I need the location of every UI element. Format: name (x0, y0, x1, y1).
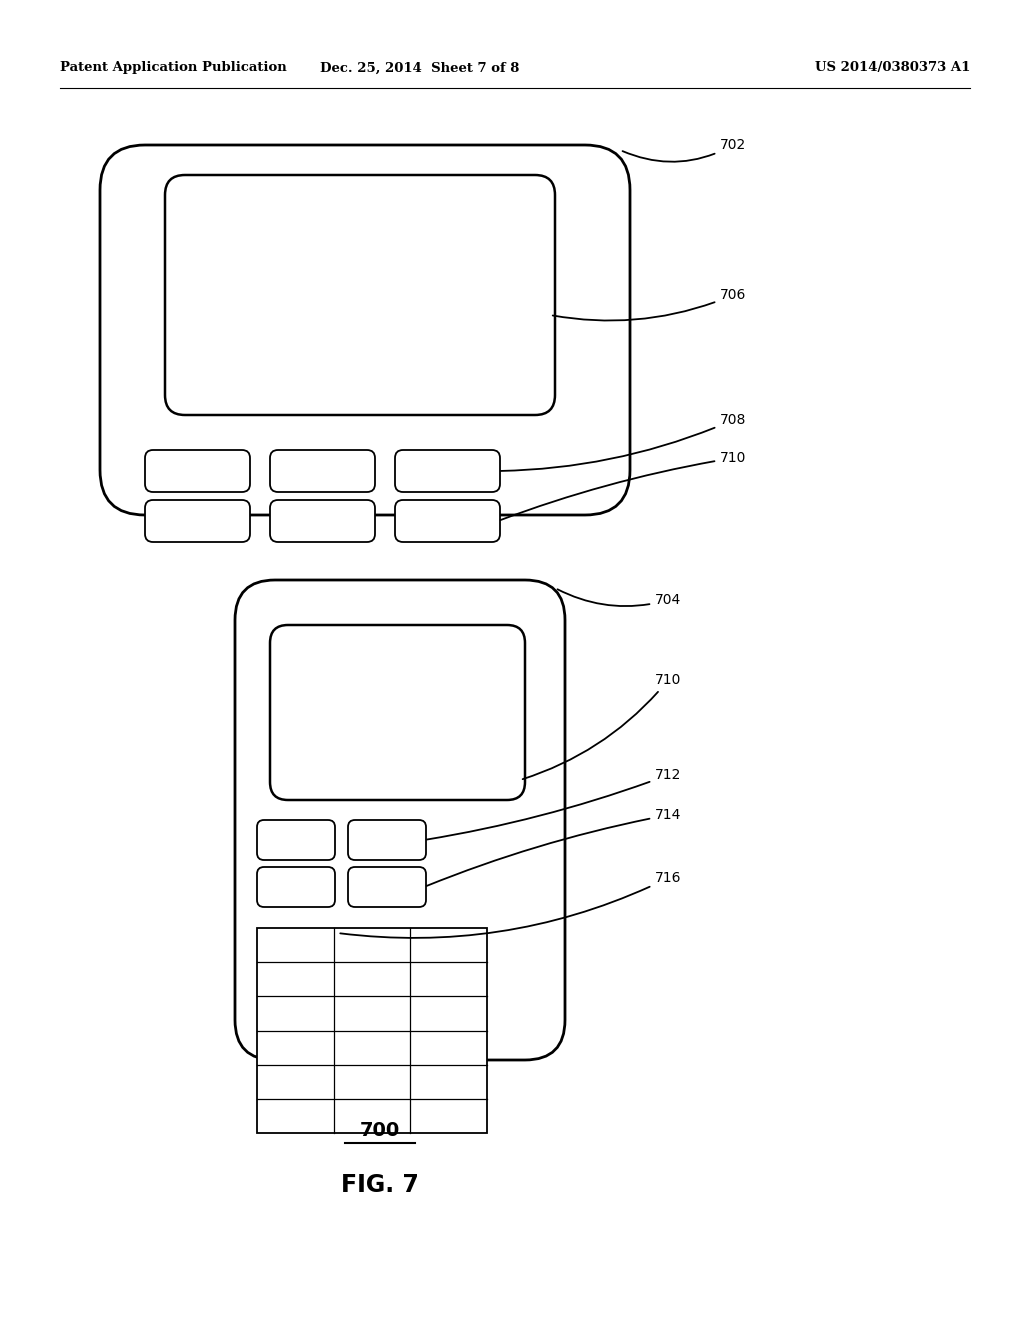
FancyBboxPatch shape (257, 820, 335, 861)
FancyBboxPatch shape (257, 867, 335, 907)
Text: 706: 706 (553, 288, 746, 321)
Text: 700: 700 (359, 1121, 400, 1139)
Text: 714: 714 (427, 808, 681, 886)
FancyBboxPatch shape (270, 500, 375, 543)
Text: US 2014/0380373 A1: US 2014/0380373 A1 (815, 62, 970, 74)
Text: 710: 710 (522, 673, 681, 779)
Text: Patent Application Publication: Patent Application Publication (60, 62, 287, 74)
Text: 716: 716 (340, 871, 682, 939)
FancyBboxPatch shape (145, 500, 250, 543)
Text: 704: 704 (557, 589, 681, 607)
FancyBboxPatch shape (270, 624, 525, 800)
FancyBboxPatch shape (270, 450, 375, 492)
Text: Dec. 25, 2014  Sheet 7 of 8: Dec. 25, 2014 Sheet 7 of 8 (321, 62, 520, 74)
Text: FIG. 7: FIG. 7 (341, 1173, 419, 1197)
FancyBboxPatch shape (348, 820, 426, 861)
Text: 702: 702 (623, 139, 746, 162)
FancyBboxPatch shape (395, 500, 500, 543)
FancyBboxPatch shape (234, 579, 565, 1060)
Text: 712: 712 (427, 768, 681, 840)
FancyBboxPatch shape (395, 450, 500, 492)
Bar (257, 928, 487, 1133)
FancyBboxPatch shape (165, 176, 555, 414)
Text: 708: 708 (501, 413, 746, 471)
Text: 710: 710 (501, 451, 746, 520)
FancyBboxPatch shape (348, 867, 426, 907)
FancyBboxPatch shape (145, 450, 250, 492)
FancyBboxPatch shape (100, 145, 630, 515)
